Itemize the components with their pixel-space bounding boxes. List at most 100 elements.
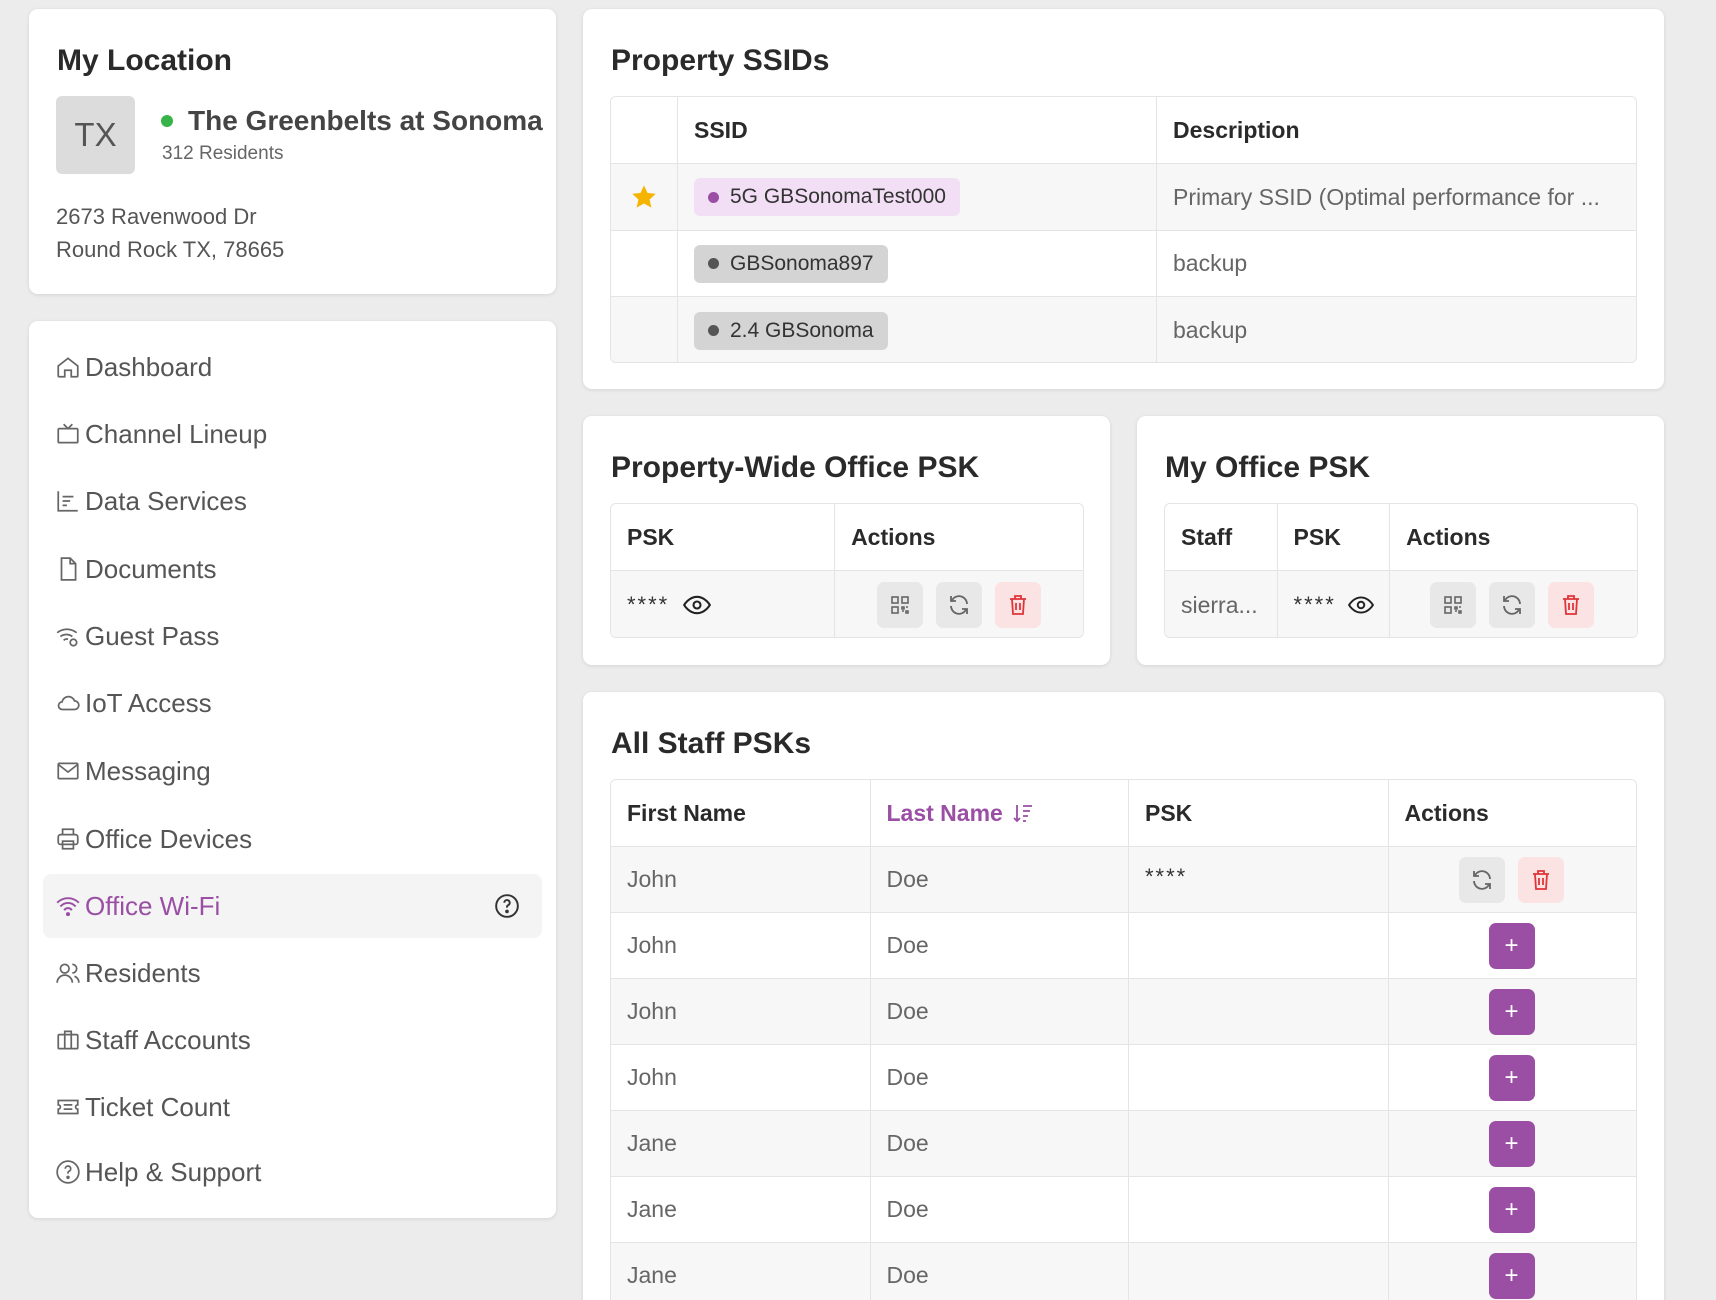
- qr-code-button[interactable]: [877, 582, 924, 628]
- table-header-row: Staff PSK Actions: [1165, 504, 1637, 570]
- state-avatar: TX: [56, 96, 135, 174]
- sidebar-item-iot-access[interactable]: IoT Access: [43, 671, 542, 735]
- header-cell-psk: PSK: [1276, 504, 1390, 570]
- eye-icon[interactable]: [1347, 592, 1374, 618]
- actions-cell: [1389, 571, 1637, 637]
- psk-cell: [1128, 1243, 1388, 1300]
- my-psk-table: Staff PSK Actions sierra... ****: [1164, 503, 1638, 638]
- add-psk-button[interactable]: +: [1488, 1186, 1535, 1233]
- ticket-icon: [57, 1099, 79, 1115]
- sidebar-item-label: Residents: [85, 957, 201, 988]
- sidebar-nav: Dashboard Channel Lineup Data Services D…: [29, 321, 556, 1218]
- first-name-cell: John: [627, 1064, 677, 1090]
- sidebar-item-guest-pass[interactable]: Guest Pass: [43, 604, 542, 668]
- sidebar-item-residents[interactable]: Residents: [43, 941, 542, 1005]
- location-card: My Location TX The Greenbelts at Sonoma …: [29, 9, 556, 294]
- document-icon: [60, 557, 77, 581]
- add-psk-button[interactable]: +: [1488, 988, 1535, 1035]
- sidebar-item-messaging[interactable]: Messaging: [43, 739, 542, 803]
- regenerate-button[interactable]: [936, 582, 983, 628]
- table-row: Jane Doe +: [611, 1110, 1636, 1176]
- actions-cell: +: [1387, 979, 1637, 1044]
- header-cell-last-name[interactable]: Last Name: [869, 780, 1129, 846]
- help-circle-icon[interactable]: [494, 893, 520, 919]
- regenerate-button[interactable]: [1458, 856, 1505, 903]
- actions-cell: +: [1387, 1177, 1637, 1242]
- star-icon: [632, 185, 656, 208]
- delete-button[interactable]: [995, 582, 1042, 628]
- header-cell-star: [611, 97, 677, 163]
- property-name: The Greenbelts at Sonoma: [161, 105, 543, 137]
- online-status-dot: [161, 115, 173, 127]
- star-cell: [611, 164, 677, 230]
- delete-button[interactable]: [1548, 582, 1595, 628]
- refresh-icon: [1472, 869, 1491, 890]
- staff-cell: sierra...: [1181, 591, 1258, 618]
- ssid-cell: GBSonoma897: [677, 231, 1156, 296]
- actions-cell: +: [1387, 1111, 1637, 1176]
- sidebar-item-channel-lineup[interactable]: Channel Lineup: [43, 402, 542, 466]
- header-cell-actions: Actions: [834, 504, 1083, 570]
- users-icon: [56, 963, 80, 983]
- property-psk-card: Property-Wide Office PSK PSK Actions ***…: [583, 416, 1110, 665]
- eye-icon[interactable]: [683, 591, 712, 619]
- all-staff-psks-card: All Staff PSKs First Name Last Name PSK …: [583, 692, 1664, 1300]
- psk-cell: ****: [1128, 847, 1388, 912]
- delete-button[interactable]: [1517, 856, 1564, 903]
- sidebar-item-data-services[interactable]: Data Services: [43, 469, 542, 533]
- psk-masked: ****: [1293, 592, 1336, 617]
- header-cell-actions: Actions: [1389, 504, 1637, 570]
- briefcase-icon: [57, 1030, 79, 1050]
- header-cell-ssid: SSID: [677, 97, 1156, 163]
- star-cell: [611, 297, 677, 362]
- sort-desc-icon: [1013, 805, 1032, 823]
- table-row[interactable]: GBSonoma897 backup: [611, 230, 1636, 296]
- sidebar-item-ticket-count[interactable]: Ticket Count: [43, 1075, 542, 1139]
- table-header-row: First Name Last Name PSK Actions: [611, 780, 1636, 846]
- wifi-gear-icon: [56, 628, 78, 647]
- qr-code-button[interactable]: [1430, 582, 1477, 628]
- sidebar-item-label: IoT Access: [85, 687, 212, 718]
- sidebar-item-label: Dashboard: [85, 351, 213, 382]
- table-row: Jane Doe +: [611, 1242, 1636, 1300]
- sidebar-item-label: Messaging: [85, 755, 211, 786]
- ssid-cell: 2.4 GBSonoma: [677, 297, 1156, 362]
- regenerate-button[interactable]: [1489, 582, 1536, 628]
- trash-icon: [1563, 595, 1580, 615]
- sidebar-item-office-wifi[interactable]: Office Wi-Fi: [43, 874, 542, 938]
- ssid-name: 2.4 GBSonoma: [730, 318, 874, 342]
- header-cell-first-name[interactable]: First Name: [627, 799, 746, 826]
- header-cell-actions: Actions: [1387, 780, 1637, 846]
- psk-cell: [1128, 1045, 1388, 1110]
- add-psk-button[interactable]: +: [1488, 1054, 1535, 1101]
- ssids-title: Property SSIDs: [611, 44, 830, 77]
- sidebar-item-office-devices[interactable]: Office Devices: [43, 807, 542, 871]
- table-row[interactable]: 5G GBSonomaTest000 Primary SSID (Optimal…: [611, 163, 1636, 230]
- qr-code-icon: [891, 596, 909, 614]
- last-name-cell: Doe: [869, 847, 1129, 912]
- sidebar-item-label: Staff Accounts: [85, 1024, 251, 1055]
- table-row[interactable]: 2.4 GBSonoma backup: [611, 296, 1636, 362]
- property-psk-title: Property-Wide Office PSK: [611, 451, 980, 484]
- sidebar-item-label: Ticket Count: [85, 1091, 230, 1122]
- ssid-name: GBSonoma897: [730, 251, 874, 275]
- header-cell-psk[interactable]: PSK: [1128, 780, 1388, 846]
- qr-code-icon: [1444, 596, 1462, 614]
- add-psk-button[interactable]: +: [1488, 1252, 1535, 1299]
- description-cell: backup: [1156, 297, 1636, 362]
- sidebar-item-dashboard[interactable]: Dashboard: [43, 335, 542, 399]
- first-name-cell: John: [627, 932, 677, 958]
- sidebar-item-staff-accounts[interactable]: Staff Accounts: [43, 1008, 542, 1072]
- location-title: My Location: [57, 44, 233, 77]
- header-cell-description: Description: [1156, 97, 1636, 163]
- add-psk-button[interactable]: +: [1488, 1120, 1535, 1167]
- sidebar-item-documents[interactable]: Documents: [43, 537, 542, 601]
- sidebar-item-help-support[interactable]: Help & Support: [43, 1140, 542, 1204]
- add-psk-button[interactable]: +: [1488, 922, 1535, 969]
- psk-cell: ****: [611, 571, 834, 637]
- my-psk-title: My Office PSK: [1165, 451, 1371, 484]
- ssid-badge: 2.4 GBSonoma: [694, 311, 888, 350]
- ssid-badge: 5G GBSonomaTest000: [694, 178, 960, 216]
- first-name-cell: Jane: [627, 1262, 677, 1288]
- trash-icon: [1010, 595, 1027, 615]
